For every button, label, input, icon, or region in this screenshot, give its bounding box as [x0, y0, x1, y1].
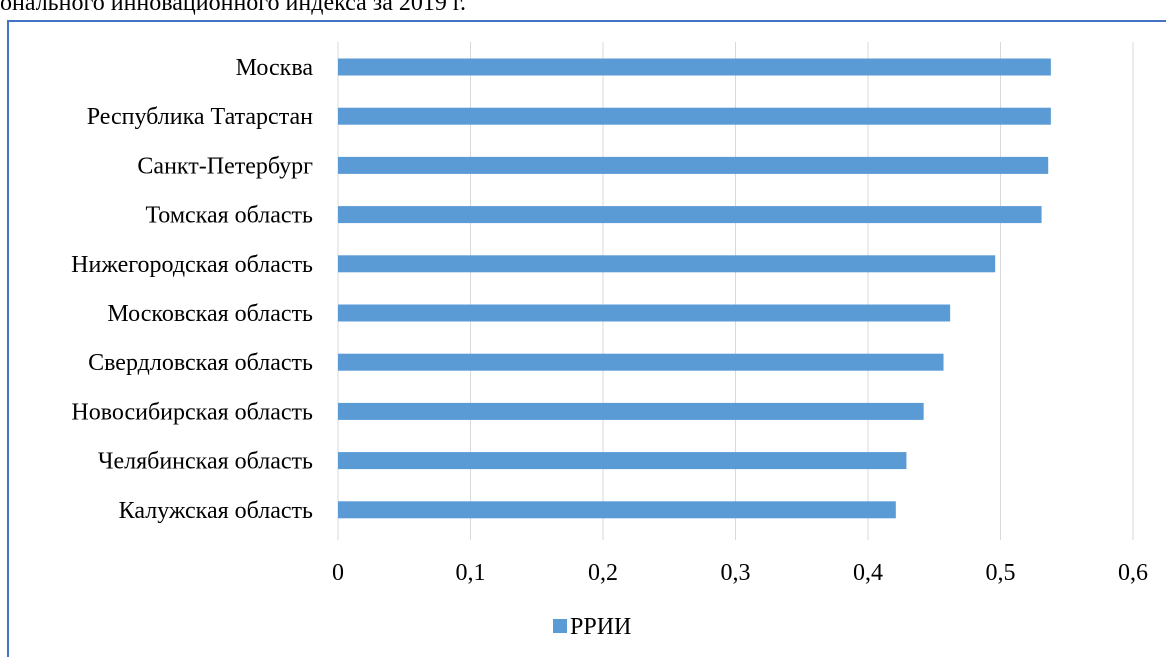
category-label: Санкт-Петербург [137, 153, 313, 179]
bar [338, 304, 951, 322]
bar [338, 255, 996, 273]
bar-layer [338, 58, 1051, 519]
category-label: Московская область [107, 301, 313, 327]
category-label: Томская область [145, 203, 313, 229]
bar [338, 206, 1042, 224]
bar [338, 156, 1049, 174]
x-tick-label: 0 [332, 560, 344, 586]
category-label: Республика Татарстан [87, 104, 313, 130]
bar [338, 402, 924, 420]
bar [338, 452, 907, 470]
x-tick-label: 0,6 [1118, 560, 1148, 586]
category-label: Нижегородская область [71, 252, 313, 278]
x-tick-label: 0,1 [456, 560, 486, 586]
x-tick-label-layer: 0 0,1 0,2 0,3 0,4 0,5 0,6 [332, 560, 1148, 586]
category-label: Калужская область [119, 498, 313, 524]
x-tick-label: 0,3 [721, 560, 751, 586]
chart-frame [7, 20, 1166, 657]
legend: РРИИ [553, 614, 631, 640]
caption-fragment: онального инновационного индекса за 2019… [0, 0, 467, 16]
bar [338, 58, 1051, 76]
x-tick-label: 0,4 [853, 560, 883, 586]
bar [338, 107, 1051, 125]
bar [338, 353, 944, 371]
x-tick-label: 0,5 [986, 560, 1016, 586]
category-label: Челябинская область [98, 449, 313, 475]
category-label: Москва [236, 55, 314, 81]
legend-swatch [553, 619, 567, 633]
x-tick-label: 0,2 [588, 560, 618, 586]
legend-label: РРИИ [570, 614, 631, 640]
category-label: Новосибирская область [71, 399, 313, 425]
bar [338, 501, 896, 519]
category-label: Свердловская область [88, 350, 313, 376]
category-label-layer: Москва Республика Татарстан Санкт-Петербур… [71, 55, 313, 524]
